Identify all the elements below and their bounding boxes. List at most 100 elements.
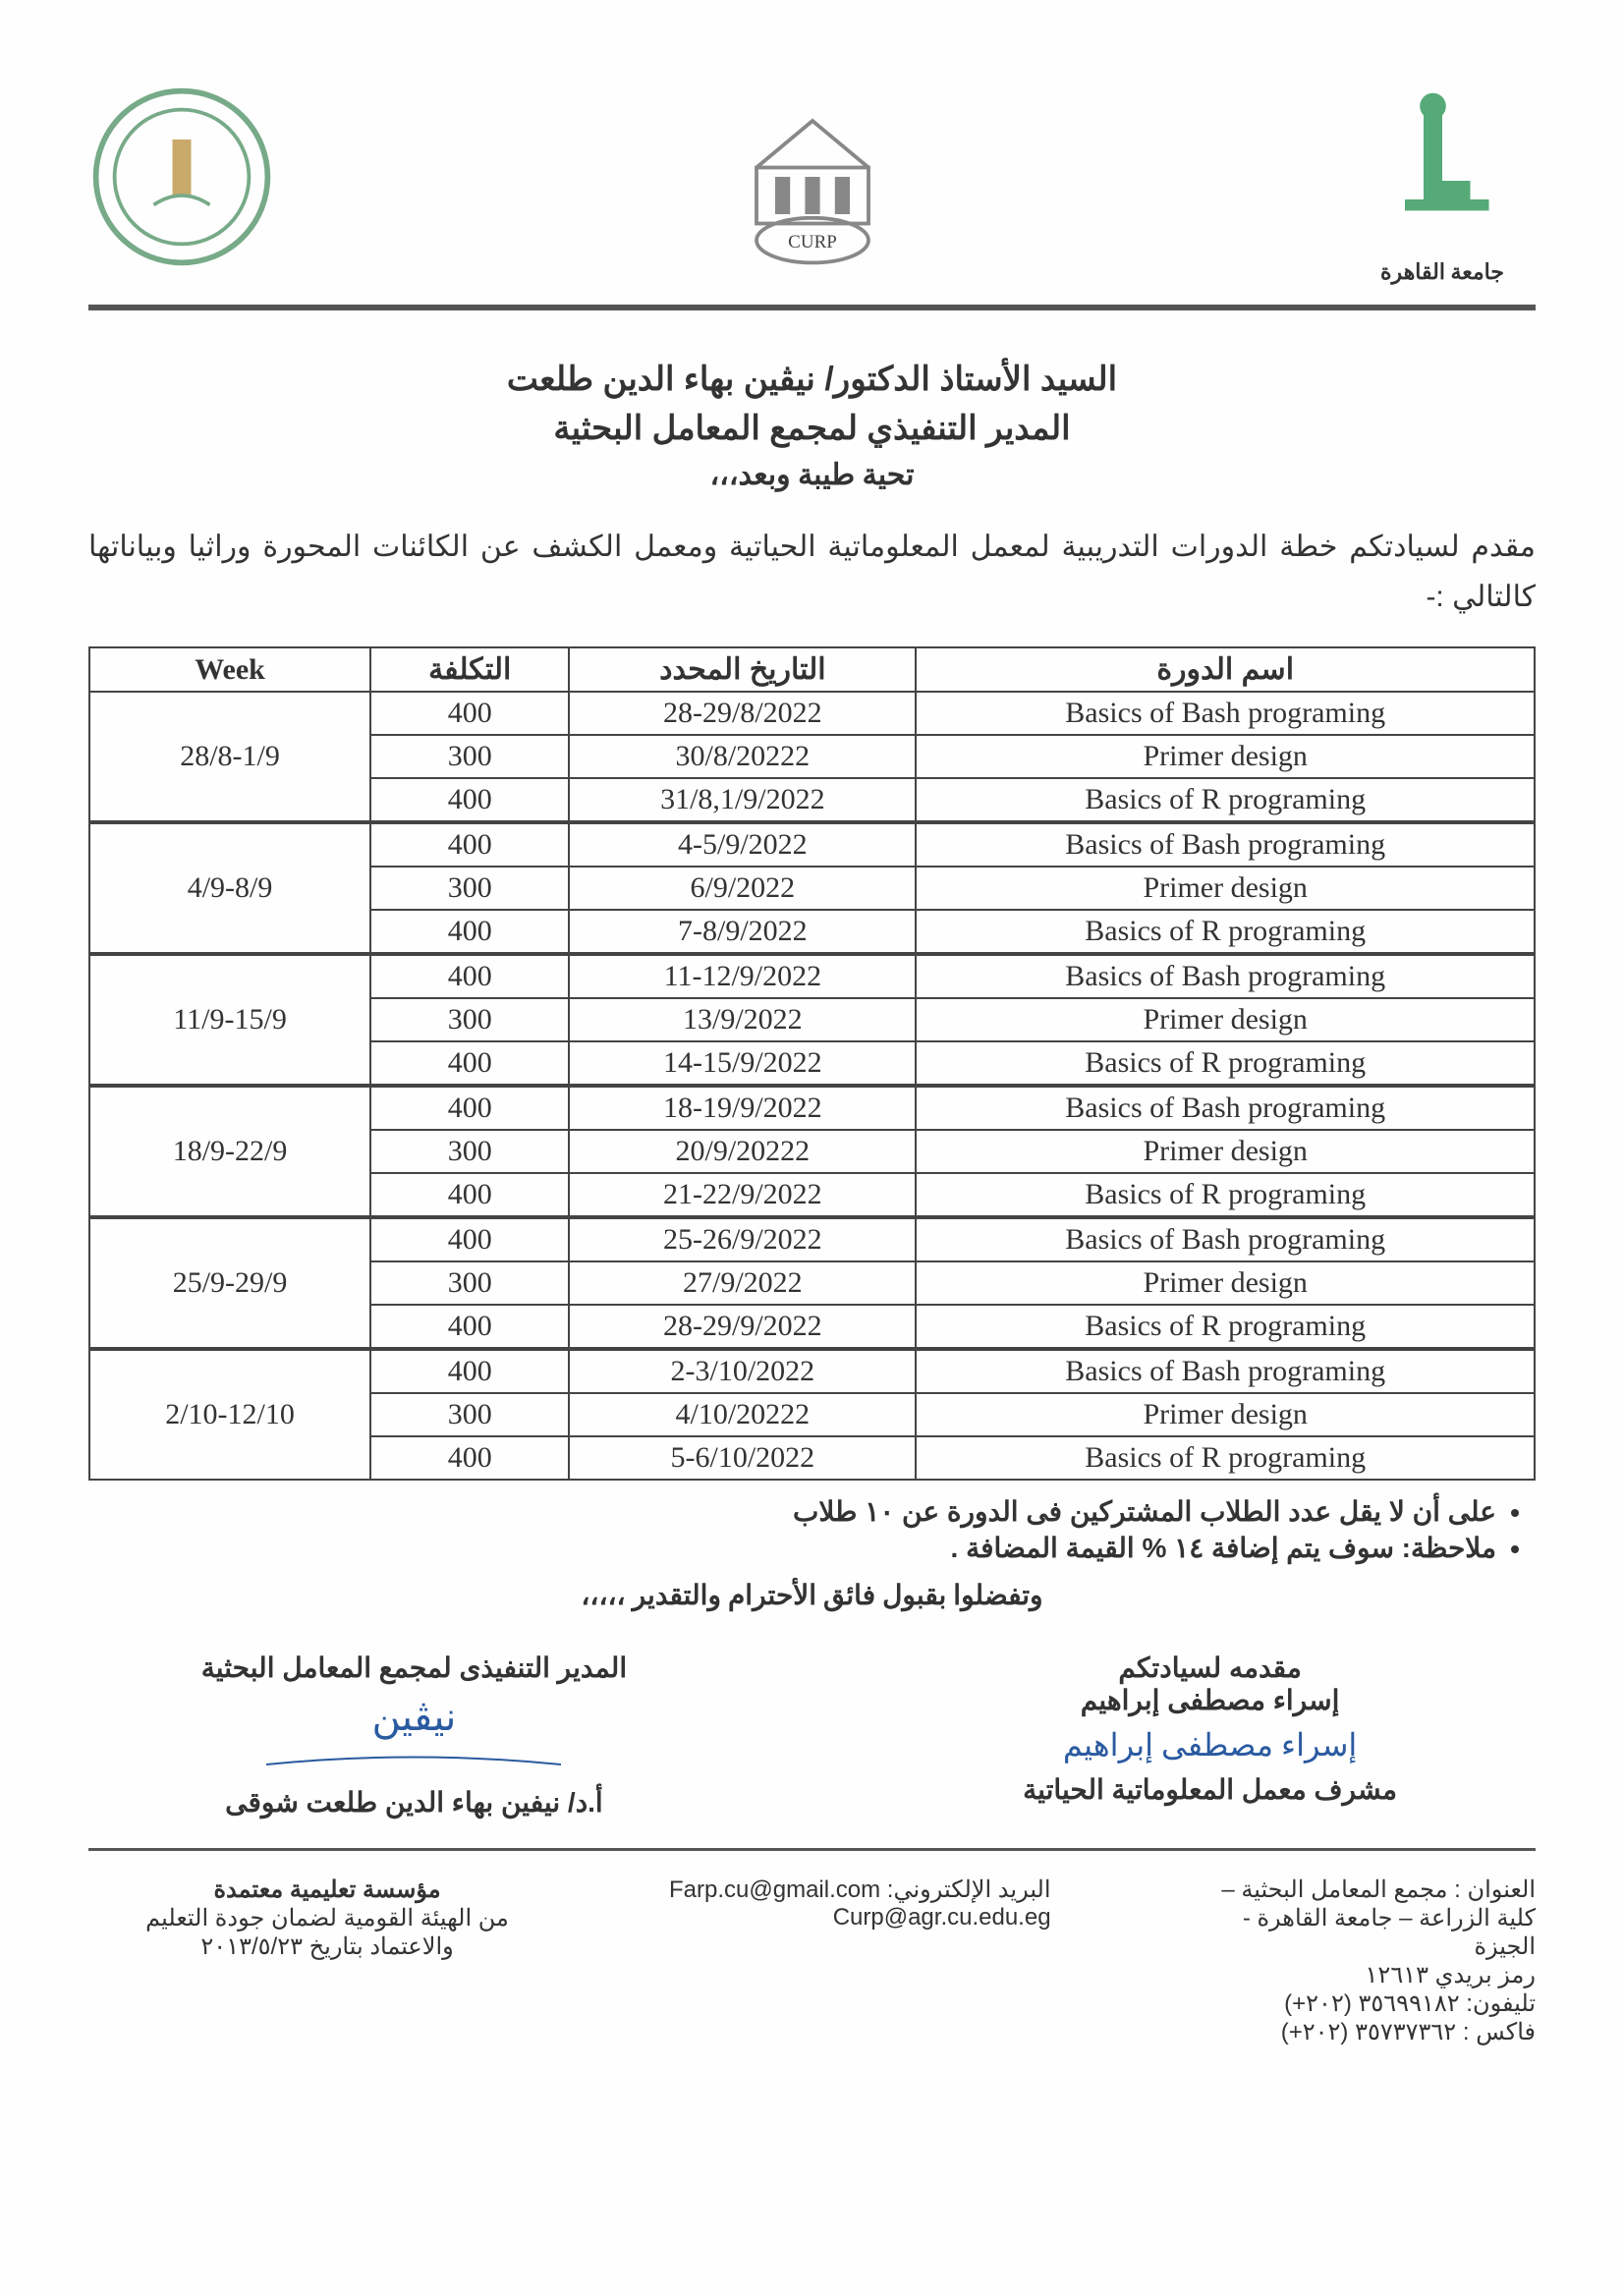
faculty-logo-icon <box>88 84 275 270</box>
cell-date: 13/9/2022 <box>569 998 916 1041</box>
notes: على أن لا يقل عدد الطلاب المشتركين فى ال… <box>88 1495 1536 1564</box>
signature-right: المدير التنفيذى لمجمع المعامل البحثية ني… <box>88 1652 740 1819</box>
cell-date: 4-5/9/2022 <box>569 822 916 867</box>
cell-date: 4/10/20222 <box>569 1393 916 1436</box>
footer-addr-2: كلية الزراعة – جامعة القاهرة - <box>1058 1904 1536 1932</box>
footer-separator <box>88 1848 1536 1851</box>
cell-course: Primer design <box>916 1130 1535 1173</box>
cell-course: Basics of R programing <box>916 1173 1535 1217</box>
table-row: 28/8-1/940028-29/8/2022Basics of Bash pr… <box>89 692 1535 735</box>
cell-date: 11-12/9/2022 <box>569 954 916 998</box>
signature-left: مقدمه لسيادتكم إسراء مصطفى إبراهيم إسراء… <box>884 1652 1536 1819</box>
footer-accred-1: مؤسسة تعليمية معتمدة <box>88 1876 566 1904</box>
cell-cost: 400 <box>370 778 569 822</box>
footer-email-2: Curp@agr.cu.edu.eg <box>573 1904 1050 1932</box>
cell-cost: 400 <box>370 1436 569 1480</box>
cell-course: Basics of Bash programing <box>916 954 1535 998</box>
cell-date: 30/8/20222 <box>569 735 916 778</box>
cell-course: Basics of Bash programing <box>916 1086 1535 1130</box>
cell-cost: 400 <box>370 910 569 954</box>
cell-cost: 400 <box>370 1217 569 1261</box>
cell-course: Primer design <box>916 867 1535 910</box>
cell-week: 18/9-22/9 <box>89 1086 370 1217</box>
cell-date: 18-19/9/2022 <box>569 1086 916 1130</box>
curp-logo-icon: CURP <box>719 84 906 270</box>
cell-cost: 400 <box>370 954 569 998</box>
cell-course: Basics of Bash programing <box>916 1217 1535 1261</box>
footer-addr-1: العنوان : مجمع المعامل البحثية – <box>1058 1876 1536 1904</box>
cell-date: 5-6/10/2022 <box>569 1436 916 1480</box>
cell-cost: 400 <box>370 1349 569 1393</box>
cell-course: Basics of Bash programing <box>916 1349 1535 1393</box>
th-date: التاريخ المحدد <box>569 647 916 692</box>
cell-date: 28-29/8/2022 <box>569 692 916 735</box>
cell-course: Basics of R programing <box>916 778 1535 822</box>
cell-cost: 400 <box>370 1086 569 1130</box>
sig-left-l2: إسراء مصطفى إبراهيم <box>884 1684 1536 1716</box>
footer-phone: تليفون: ٣٥٦٩٩١٨٢ (٢٠٢+) <box>1058 1989 1536 2018</box>
logo-left-wrap <box>88 84 275 270</box>
cell-week: 4/9-8/9 <box>89 822 370 954</box>
logo-right-caption: جامعة القاهرة <box>1349 259 1536 285</box>
header: CURP جامعة القاهرة <box>88 69 1536 285</box>
cell-date: 20/9/20222 <box>569 1130 916 1173</box>
cell-course: Basics of R programing <box>916 1436 1535 1480</box>
cell-date: 21-22/9/2022 <box>569 1173 916 1217</box>
table-row: 18/9-22/940018-19/9/2022Basics of Bash p… <box>89 1086 1535 1130</box>
cell-cost: 300 <box>370 1261 569 1305</box>
footer-fax: فاكس : ٣٥٧٣٧٣٦٢ (٢٠٢+) <box>1058 2018 1536 2046</box>
addressee-name: السيد الأستاذ الدكتور/ نيڤين بهاء الدين … <box>88 360 1536 399</box>
cell-course: Primer design <box>916 1261 1535 1305</box>
cell-course: Basics of Bash programing <box>916 822 1535 867</box>
note-1: على أن لا يقل عدد الطلاب المشتركين فى ال… <box>88 1495 1496 1528</box>
cell-week: 11/9-15/9 <box>89 954 370 1086</box>
sig-right-script: نيڤين <box>88 1694 740 1740</box>
footer-accred-2: من الهيئة القومية لضمان جودة التعليم <box>88 1904 566 1932</box>
cell-cost: 400 <box>370 822 569 867</box>
table-row: 2/10-12/104002-3/10/2022Basics of Bash p… <box>89 1349 1535 1393</box>
sig-right-l2: أ.د/ نيفين بهاء الدين طلعت شوقى <box>88 1786 740 1819</box>
cell-cost: 400 <box>370 1041 569 1086</box>
cell-date: 6/9/2022 <box>569 867 916 910</box>
sig-left-l1: مقدمه لسيادتكم <box>884 1652 1536 1684</box>
table-row: 25/9-29/940025-26/9/2022Basics of Bash p… <box>89 1217 1535 1261</box>
cell-date: 27/9/2022 <box>569 1261 916 1305</box>
cell-course: Primer design <box>916 735 1535 778</box>
sig-right-l1: المدير التنفيذى لمجمع المعامل البحثية <box>88 1652 740 1684</box>
cell-date: 7-8/9/2022 <box>569 910 916 954</box>
cell-date: 31/8,1/9/2022 <box>569 778 916 822</box>
cell-cost: 300 <box>370 998 569 1041</box>
footer-left: مؤسسة تعليمية معتمدة من الهيئة القومية ل… <box>88 1876 566 2046</box>
cell-course: Basics of R programing <box>916 910 1535 954</box>
svg-text:CURP: CURP <box>788 232 837 252</box>
cell-course: Primer design <box>916 998 1535 1041</box>
closing-line: وتفضلوا بقبول فائق الأحترام والتقدير ،،،… <box>88 1579 1536 1612</box>
table-row: 4/9-8/94004-5/9/2022Basics of Bash progr… <box>89 822 1535 867</box>
intro-text: مقدم لسيادتكم خطة الدورات التدريبية لمعم… <box>88 522 1536 622</box>
footer-postal: رمز بريدي ١٢٦١٣ <box>1058 1961 1536 1989</box>
page: CURP جامعة القاهرة السيد الأستاذ الدكتور… <box>0 0 1624 2296</box>
logo-center-wrap: CURP <box>719 84 906 270</box>
footer-right: العنوان : مجمع المعامل البحثية – كلية ال… <box>1058 1876 1536 2046</box>
cell-week: 2/10-12/10 <box>89 1349 370 1480</box>
logo-right-wrap: جامعة القاهرة <box>1349 69 1536 285</box>
sig-left-script: إسراء مصطفى إبراهيم <box>884 1726 1536 1764</box>
university-logo-icon <box>1349 69 1536 255</box>
cell-date: 14-15/9/2022 <box>569 1041 916 1086</box>
cell-cost: 300 <box>370 735 569 778</box>
cell-course: Basics of R programing <box>916 1041 1535 1086</box>
cell-week: 25/9-29/9 <box>89 1217 370 1349</box>
cell-date: 2-3/10/2022 <box>569 1349 916 1393</box>
cell-cost: 300 <box>370 867 569 910</box>
th-cost: التكلفة <box>370 647 569 692</box>
table-header-row: Week التكلفة التاريخ المحدد اسم الدورة <box>89 647 1535 692</box>
th-week: Week <box>89 647 370 692</box>
cell-week: 28/8-1/9 <box>89 692 370 822</box>
signature-row: مقدمه لسيادتكم إسراء مصطفى إبراهيم إسراء… <box>88 1652 1536 1819</box>
footer: العنوان : مجمع المعامل البحثية – كلية ال… <box>88 1876 1536 2046</box>
schedule-table: Week التكلفة التاريخ المحدد اسم الدورة 2… <box>88 646 1536 1481</box>
cell-cost: 400 <box>370 692 569 735</box>
table-row: 11/9-15/940011-12/9/2022Basics of Bash p… <box>89 954 1535 998</box>
cell-cost: 300 <box>370 1130 569 1173</box>
note-2: ملاحظة: سوف يتم إضافة ١٤ % القيمة المضاف… <box>88 1532 1496 1564</box>
